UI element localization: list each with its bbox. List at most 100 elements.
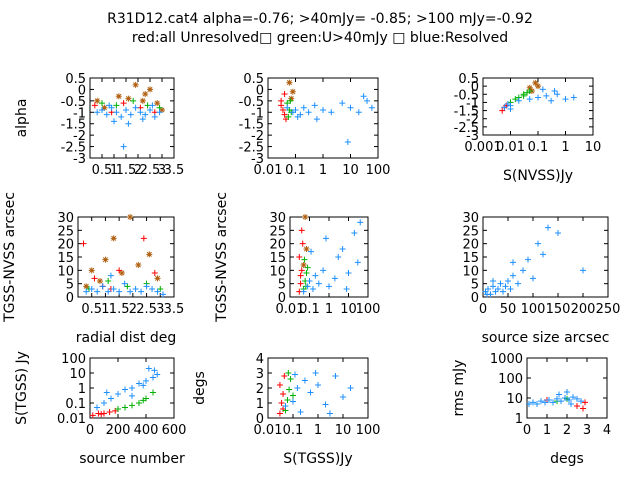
data-point-red — [278, 102, 285, 109]
x-tick-label: 10 — [585, 140, 602, 155]
data-point-red — [298, 267, 305, 274]
data-point-blue — [530, 275, 536, 282]
data-point-blue — [515, 280, 521, 287]
data-point-blue — [311, 102, 318, 109]
x-tick-label: 3.5 — [164, 163, 185, 178]
data-point-blue — [108, 395, 114, 402]
data-point-green — [285, 370, 292, 376]
y-tick-label: 0.5 — [65, 72, 86, 87]
x-tick-label: 4 — [603, 423, 611, 438]
data-point-blue — [548, 97, 555, 104]
y-tick-label: 0.5 — [243, 72, 264, 87]
x-tick-label: 100 — [356, 423, 381, 438]
data-point-blue — [139, 116, 146, 123]
data-point-green — [150, 389, 156, 396]
data-point-blue — [120, 143, 127, 150]
data-point-blue — [570, 394, 576, 401]
data-point-blue — [545, 224, 551, 231]
y-tick-label: 25 — [57, 224, 74, 239]
data-point-blue — [307, 389, 314, 396]
y-tick-label: 15 — [57, 251, 74, 266]
x-tick-label: 1 — [543, 423, 551, 438]
data-point-orange — [532, 79, 539, 86]
data-point-red — [276, 382, 283, 388]
data-point-blue — [151, 113, 158, 120]
y-tick-label: 10 — [57, 264, 74, 279]
data-point-blue — [520, 267, 526, 274]
data-point-blue — [543, 92, 550, 99]
data-point-green — [287, 376, 294, 382]
data-point-blue — [320, 267, 327, 274]
data-point-blue — [99, 107, 105, 113]
data-point-blue — [103, 389, 110, 396]
data-point-blue — [568, 401, 574, 408]
data-point-blue — [564, 388, 570, 395]
x-tick-label: 200 — [106, 423, 131, 438]
data-point-blue — [525, 256, 531, 263]
data-point-orange — [302, 214, 309, 220]
data-point-blue — [556, 391, 562, 398]
y-tick-label: -3 — [466, 129, 479, 144]
y-tick-label: 0 — [66, 291, 74, 306]
data-point-blue — [138, 288, 145, 295]
data-point-blue — [538, 398, 544, 405]
y-tick-label: 5 — [471, 278, 479, 293]
panel-p2: 0.01 0.1 1 10 100 0.50-0.5-1-1.5-2-2.5-3 — [239, 72, 391, 178]
data-point-blue — [562, 96, 569, 103]
plot-frame — [77, 216, 175, 298]
y-tick-label: -3 — [73, 152, 86, 167]
data-point-blue — [312, 272, 319, 279]
data-point-orange — [159, 107, 165, 113]
data-point-red — [580, 405, 586, 412]
y-tick-label: 30 — [462, 211, 479, 226]
data-point-blue — [300, 104, 307, 111]
x-tick-label: 0.5 — [92, 163, 113, 178]
data-point-blue — [507, 105, 514, 112]
x-tick-label: 200 — [571, 302, 596, 317]
data-point-orange — [146, 251, 153, 258]
data-point-blue — [345, 270, 352, 276]
y-tick-label: 0.1 — [65, 397, 86, 412]
y-tick-label: 1000 — [490, 352, 523, 367]
data-point-red — [106, 409, 113, 416]
data-point-orange — [127, 214, 134, 220]
data-point-green — [124, 283, 131, 290]
y-tick-label: 2 — [256, 382, 264, 397]
data-point-blue — [502, 283, 509, 290]
data-point-green — [122, 404, 128, 411]
data-point-blue — [343, 286, 350, 292]
y-tick-label: 1 — [78, 382, 86, 397]
data-point-blue — [526, 401, 532, 408]
figure-title-line2: red:all Unresolved□ green:U>40mJy □ blue… — [132, 30, 508, 46]
x-tick-label: 3.5 — [164, 302, 185, 317]
x-tick-label: 1 — [325, 302, 333, 317]
data-point-red — [101, 410, 107, 417]
plot-frame — [89, 77, 175, 159]
x-tick-label: 1 — [561, 140, 569, 155]
data-point-blue — [322, 401, 329, 408]
data-point-blue — [101, 400, 107, 406]
data-point-blue — [555, 230, 561, 236]
data-point-blue — [83, 288, 90, 295]
data-point-blue — [497, 280, 504, 287]
data-point-blue — [340, 394, 346, 400]
data-point-orange — [289, 88, 296, 95]
data-point-green — [526, 88, 533, 95]
y-tick-label: 30 — [57, 211, 74, 226]
y-tick-label: 0 — [256, 83, 264, 98]
x-tick-label: 0.01 — [254, 163, 283, 178]
data-point-blue — [354, 259, 361, 266]
data-point-red — [89, 412, 96, 419]
data-point-green — [99, 100, 105, 107]
data-point-green — [140, 397, 147, 404]
y-tick-label: 20 — [269, 238, 286, 253]
data-point-red — [91, 102, 98, 109]
data-point-blue — [132, 104, 139, 111]
data-point-orange — [83, 283, 90, 290]
x-tick-label: 50 — [500, 302, 517, 317]
x-tick-label: 150 — [546, 302, 571, 317]
data-point-blue — [113, 109, 120, 116]
